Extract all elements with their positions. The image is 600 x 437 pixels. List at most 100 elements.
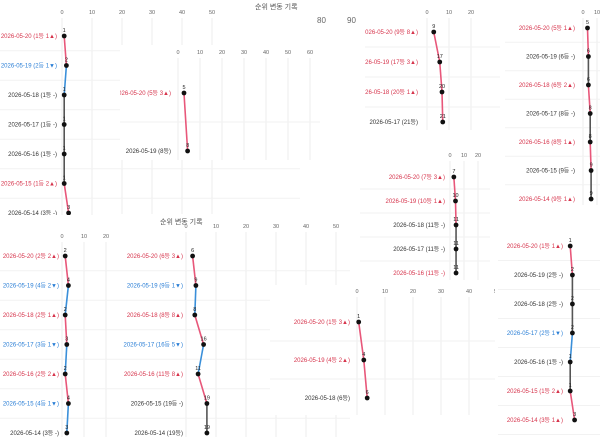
rank-line-segment [64,314,68,345]
rank-point [570,301,575,307]
rank-value-label: 1 [569,238,572,244]
rank-point [192,312,198,318]
rank-line-segment [569,245,574,276]
row-label: 2026-05-20 (1등 3▲) [294,319,350,326]
rank-line-segment [64,373,70,404]
x-tick-label: 50 [285,50,291,56]
x-tick-label: 30 [273,224,279,230]
rank-value-label: 1 [63,176,66,182]
rank-point [61,33,67,39]
rank-line-segment [197,373,208,404]
stray-tick-80: 80 [317,16,326,25]
rank-value-label: 2 [571,267,574,273]
x-tick-label: 50 [333,224,339,230]
row-label: 2026-05-20 (5등 1▲) [519,25,575,32]
rank-value-label: 9 [590,191,593,197]
rank-line-segment [357,321,365,361]
rank-value-label: 8 [193,307,196,313]
rank-value-label: 9 [590,163,593,169]
x-tick-label: 0 [425,10,428,16]
rank-point [437,59,443,65]
row-label: 2026-05-17 (8등 -) [526,111,575,118]
rank-point [64,342,70,347]
x-tick-label: 40 [466,289,472,295]
row-label: 2026-05-20 (7등 3▲) [389,174,445,181]
x-tick-label: 60 [307,50,313,56]
row-label: 2026-05-17 (11등 -) [393,246,445,253]
rank-value-label: 4 [362,352,365,358]
x-tick-label: 40 [179,10,185,16]
rank-point [587,139,593,145]
rank-point [567,243,573,249]
x-tick-label: 20 [410,289,416,295]
x-tick-label: 20 [243,224,249,230]
row-label: 2026-05-19 (6등 -) [526,54,575,61]
row-label: 2026-05-16 (2등 2▲) [3,371,59,378]
x-tick-label: 30 [241,50,247,56]
rank-line-segment [197,344,205,375]
row-label: 2026-05-17 (3등 1▼) [3,342,59,349]
rank-value-label: 11 [453,241,459,247]
rank-point [185,148,190,154]
rank-value-label: 17 [437,54,443,60]
rank-point [66,210,71,215]
rank-line-segment [453,176,457,202]
rank-value-label: 8 [186,143,189,149]
rank-line-segment [587,84,591,114]
rank-point [61,122,67,127]
chart-title: 순위 변동 기록 [255,4,298,11]
rank-point [64,63,69,68]
rank-line-segment [454,200,457,226]
row-label: 2026-05-19 (17등 3▲) [365,59,418,66]
row-label: 2026-05-14 (19등) [134,430,183,437]
rank-point [61,181,67,186]
row-label: 2026-05-17 (1등 -) [8,122,57,129]
x-tick-label: 30 [149,10,155,16]
rank-chart-d: 0 10 5 2026-05-20 (5등 1▲) 6 2026-05-19 (6등 -)… [505,0,600,205]
x-tick-label: 10 [89,10,95,16]
x-tick-label: 40 [263,50,269,56]
row-label: 2026-05-18 (6등 2▲) [519,82,575,89]
rank-chart-c: 0 10 20 9 2026-05-20 (9등 8▲) 17 2026-05-19 (17… [365,0,500,130]
rank-point [453,222,459,228]
chart-svg: 0 10 20 9 2026-05-20 (9등 8▲) 17 2026-05-19 (17… [365,10,500,130]
rank-point [431,29,437,35]
rank-value-label: 2 [571,325,574,331]
rank-line-segment [63,35,68,66]
row-label: 2026-05-16 (1등 -) [8,151,57,158]
x-tick-label: 10 [197,50,203,56]
rank-value-label: 11 [453,217,459,223]
row-label: 2026-05-16 (11등 8▲) [124,371,183,378]
row-label: 2026-05-19 (4등 2▲) [294,357,350,364]
row-label: 2026-05-19 (2등 1▼) [1,63,57,70]
row-label: 2026-05-16 (11등 -) [393,270,445,277]
rank-value-label: 21 [440,114,446,120]
row-label: 2026-05-20 (1등 1▲) [1,33,57,40]
rank-line-segment [63,183,70,214]
rank-value-label: 2 [64,307,67,313]
rank-line-segment [589,141,592,171]
rank-point [453,246,459,252]
rank-chart-h: 0 10 20 30 40 50 1 2026-05-20 (1등 3▲) 4 2026-05-1… [270,285,495,415]
rank-value-label: 1 [63,146,66,152]
rank-line-segment [586,27,590,57]
x-tick-label: 10 [446,10,452,16]
rank-point [190,253,195,259]
row-label: 2026-05-19 (10등 1▲) [386,198,446,205]
row-label: 2026-05-15 (4등 1▼) [3,401,59,408]
rank-value-label: 9 [432,24,435,30]
row-label: 2026-05-20 (5등 3▲) [120,90,171,97]
chart-title: 순위 변동 기록 [160,219,203,226]
rank-point [204,430,210,436]
rank-point [567,388,573,394]
x-tick-label: 0 [184,224,187,230]
rank-value-label: 6 [366,390,369,396]
x-tick-label: 10 [594,10,600,16]
x-tick-label: 0 [176,50,179,56]
rank-point [453,198,458,204]
row-label: 2026-05-15 (9등 -) [526,168,575,175]
x-tick-label: 20 [103,234,109,240]
x-tick-label: 0 [448,153,451,159]
rank-point [62,253,68,259]
rank-point [364,395,370,401]
